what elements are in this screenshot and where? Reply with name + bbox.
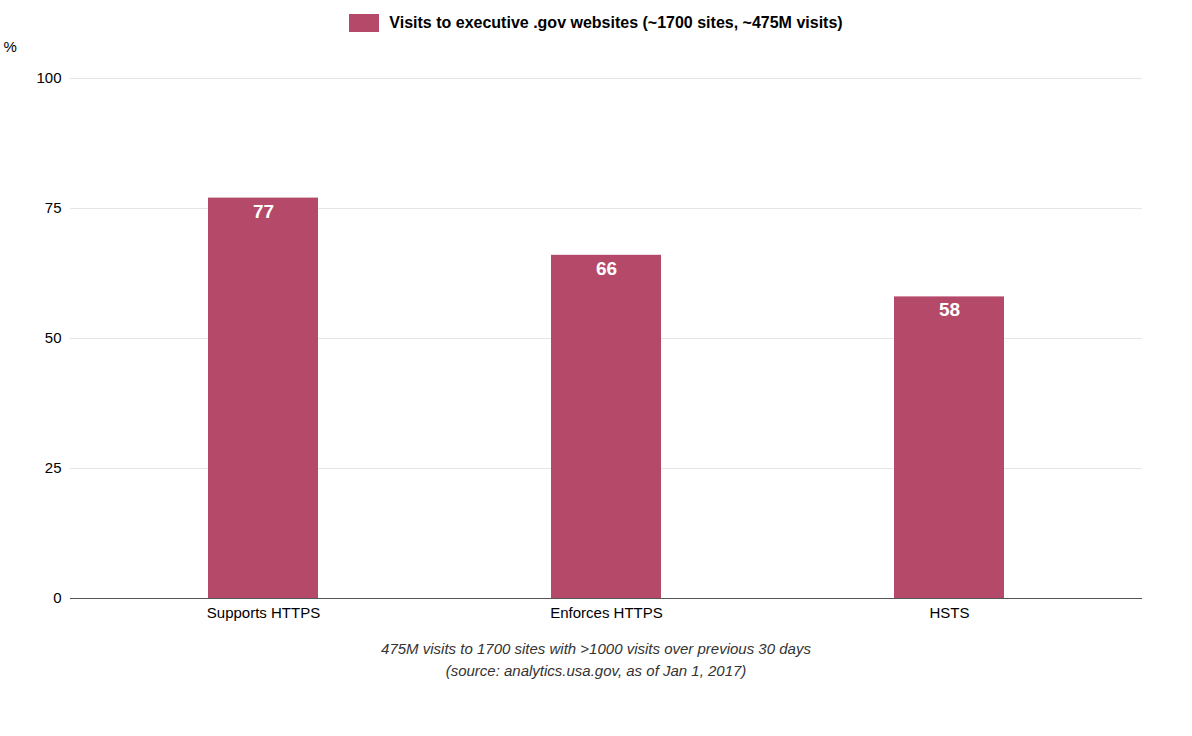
svg-text:0: 0 bbox=[53, 589, 61, 606]
svg-text:Enforces HTTPS: Enforces HTTPS bbox=[550, 604, 663, 621]
svg-text:75: 75 bbox=[45, 199, 62, 216]
svg-text:66: 66 bbox=[596, 258, 617, 279]
svg-text:58: 58 bbox=[939, 299, 960, 320]
html-text:475M visits to 1700 sites with: 475M visits to 1700 sites with >1000 vis… bbox=[381, 640, 811, 657]
svg-text:%: % bbox=[4, 38, 17, 55]
html-text:Visits to executive .gov websi: Visits to executive .gov websites (~1700… bbox=[389, 14, 843, 31]
svg-text:HSTS: HSTS bbox=[929, 604, 969, 621]
svg-text:25: 25 bbox=[45, 459, 62, 476]
svg-text:100: 100 bbox=[36, 69, 61, 86]
svg-text:50: 50 bbox=[45, 329, 62, 346]
html-text:(source: analytics.usa.gov, as: (source: analytics.usa.gov, as of Jan 1,… bbox=[445, 662, 747, 679]
svg-text:77: 77 bbox=[253, 201, 274, 222]
svg-text:Supports HTTPS: Supports HTTPS bbox=[207, 604, 320, 621]
